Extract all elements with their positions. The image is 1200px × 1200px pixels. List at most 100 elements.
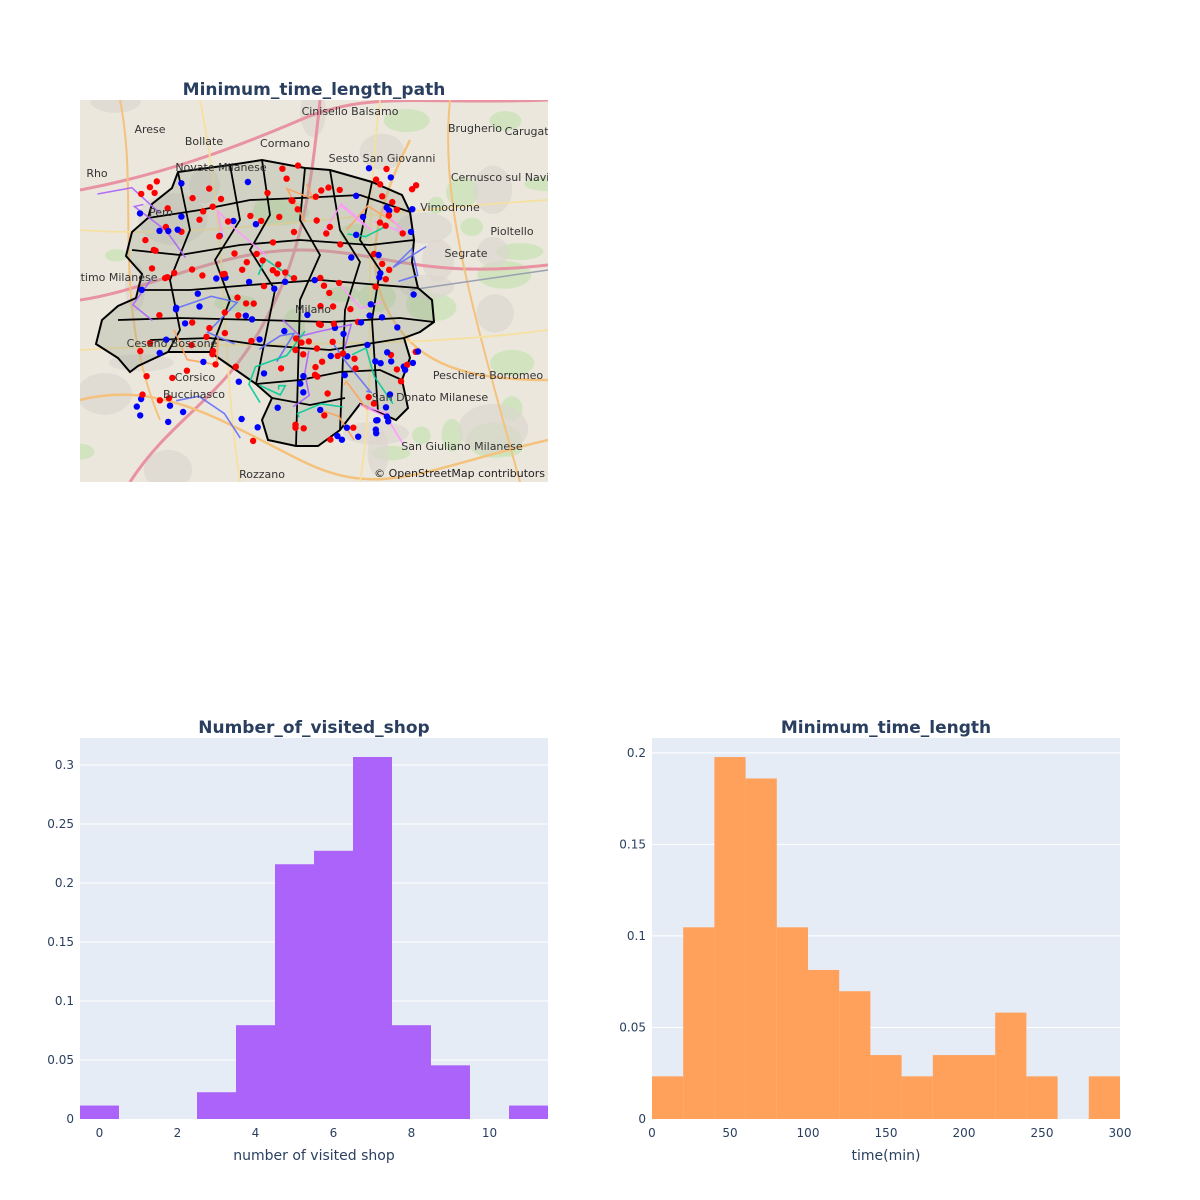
customer-point [386,391,394,398]
y-tick-label: 0.25 [47,817,74,831]
green-area [489,111,522,131]
shop-point [370,400,378,407]
shop-point [276,213,283,221]
x-tick-label: 6 [330,1126,338,1140]
place-label: Settimo Milanese [63,271,158,284]
shop-point [169,374,176,382]
shop-point [219,271,226,278]
shop-point [253,250,260,258]
place-label: Pioltello [490,225,533,238]
shop-point [382,276,389,283]
y-tick-label: 0.05 [619,1020,646,1034]
path-line [176,395,241,439]
shop-point [393,206,400,213]
customer-point [340,330,347,338]
shop-point [171,269,178,277]
shop-point [326,223,334,231]
y-tick-label: 0.1 [627,929,646,943]
shop-point [221,329,229,337]
customer-point [414,348,422,355]
customer-point [178,213,185,220]
y-tick-label: 0.2 [55,876,74,890]
shop-point [294,162,302,169]
shop-point [189,319,196,326]
shop-point [165,395,173,402]
shop-point [153,178,160,185]
customer-point [271,285,278,292]
road [119,100,161,421]
bar [1026,1076,1058,1119]
path-line [97,186,160,214]
shop-point [329,338,336,345]
shop-point [216,233,223,240]
shop-point [412,182,420,189]
customer-point [179,408,187,416]
district-line [255,369,403,385]
shop-point [321,412,328,419]
customer-point [166,402,174,409]
bar [901,1076,933,1119]
shop-point [403,361,411,368]
place-label: Bollate [185,135,223,148]
district-line [329,169,361,431]
shop-point [243,259,250,266]
shop-point [323,230,330,237]
place-label: Brugherio [448,122,502,135]
shop-point [300,351,307,358]
bar [808,969,840,1119]
place-label: Milano [295,303,331,316]
map-title: Minimum_time_length_path [183,80,446,100]
green-area [489,349,535,377]
shop-point [209,347,217,355]
shop-point [315,320,323,328]
path-line [351,346,394,405]
path-line [131,278,153,322]
shop-point [234,294,241,301]
customer-point [136,210,144,217]
shop-point [330,320,338,327]
road [409,269,548,291]
shop-point [260,282,268,290]
x-tick-label: 50 [722,1126,737,1140]
bars [80,756,548,1119]
shop-point [275,261,282,268]
green-area [412,426,431,445]
customer-point [382,404,390,411]
shop-point [372,176,380,183]
chart-title: Number_of_visited_shop [198,718,429,738]
shop-point [143,373,150,380]
shop-point [250,300,257,307]
x-tick-label: 2 [174,1126,182,1140]
shop-point [283,175,290,182]
customer-point [235,378,242,385]
chart-title: Minimum_time_length [781,718,991,738]
shop-point [239,266,246,273]
x-tick-label: 4 [252,1126,260,1140]
customer-point [311,276,318,284]
customer-point [384,349,391,356]
urban-area [359,133,405,170]
y-tick-label: 0.1 [55,994,74,1008]
green-area [460,217,484,237]
shop-point [247,212,254,220]
place-label: Cesano Boscone [127,337,218,350]
path-line [343,379,369,411]
shop-point [248,337,255,345]
shop-point [231,250,238,257]
shop-point [397,378,405,385]
customer-point [385,418,392,425]
customer-point [407,228,415,236]
shop-point [288,197,295,204]
map-panel[interactable]: Arese Bollate Cormano Cinisello Balsamo Brug… [63,88,570,490]
x-ticks: 0 50 100 150 200 250 300 [648,1126,1131,1140]
shop-point [156,312,163,319]
shop-point [217,195,225,203]
shop-point [203,333,210,340]
customer-point [252,221,260,228]
customer-point [409,206,416,213]
district-line [167,171,191,353]
customer-point [343,424,351,431]
shop-point [277,365,285,372]
customer-point [238,415,245,423]
